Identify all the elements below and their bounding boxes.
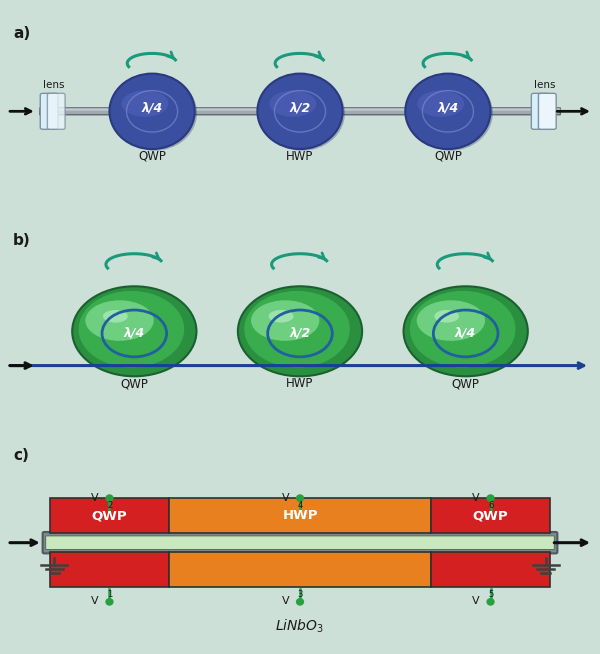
Ellipse shape <box>103 310 128 322</box>
Ellipse shape <box>487 598 494 606</box>
FancyBboxPatch shape <box>40 108 560 111</box>
Ellipse shape <box>79 291 184 368</box>
Ellipse shape <box>269 90 316 117</box>
Ellipse shape <box>269 310 293 322</box>
Text: V: V <box>472 492 480 503</box>
Text: HWP: HWP <box>282 509 318 522</box>
Ellipse shape <box>106 494 113 502</box>
Text: lens: lens <box>533 80 555 90</box>
Text: V: V <box>282 596 289 606</box>
Ellipse shape <box>112 75 197 150</box>
Ellipse shape <box>109 74 194 149</box>
Ellipse shape <box>122 90 169 117</box>
Ellipse shape <box>245 296 362 372</box>
Text: 4: 4 <box>298 501 303 509</box>
FancyBboxPatch shape <box>538 94 556 129</box>
Ellipse shape <box>238 286 362 376</box>
Ellipse shape <box>434 310 459 322</box>
FancyBboxPatch shape <box>46 536 554 549</box>
Text: b): b) <box>13 233 31 248</box>
Text: QWP: QWP <box>452 377 479 390</box>
Text: HWP: HWP <box>286 150 314 163</box>
Ellipse shape <box>487 494 494 502</box>
FancyBboxPatch shape <box>50 552 169 587</box>
Text: 3: 3 <box>298 591 303 599</box>
Ellipse shape <box>72 286 196 376</box>
Ellipse shape <box>418 90 464 117</box>
Text: lens: lens <box>43 80 64 90</box>
FancyBboxPatch shape <box>40 94 58 129</box>
FancyBboxPatch shape <box>532 94 549 129</box>
FancyBboxPatch shape <box>40 108 560 114</box>
Text: λ/2: λ/2 <box>289 327 311 340</box>
Ellipse shape <box>417 300 485 341</box>
FancyBboxPatch shape <box>431 552 550 587</box>
Text: QWP: QWP <box>473 509 508 522</box>
FancyBboxPatch shape <box>47 94 65 129</box>
Text: λ/4: λ/4 <box>455 327 476 340</box>
Text: 6: 6 <box>488 501 494 509</box>
FancyBboxPatch shape <box>169 498 431 533</box>
Ellipse shape <box>407 75 493 150</box>
Text: λ/2: λ/2 <box>289 101 311 114</box>
Text: QWP: QWP <box>92 509 127 522</box>
FancyBboxPatch shape <box>169 552 431 587</box>
Ellipse shape <box>260 75 345 150</box>
Text: HWP: HWP <box>286 377 314 390</box>
Ellipse shape <box>79 296 197 372</box>
Text: λ/4: λ/4 <box>142 101 163 114</box>
Text: λ/4: λ/4 <box>437 101 458 114</box>
Ellipse shape <box>410 291 515 368</box>
Text: 1: 1 <box>107 591 112 599</box>
Ellipse shape <box>85 300 154 341</box>
Text: V: V <box>282 492 289 503</box>
Ellipse shape <box>404 286 528 376</box>
Ellipse shape <box>244 291 350 368</box>
Text: QWP: QWP <box>434 150 462 163</box>
Text: λ/4: λ/4 <box>124 327 145 340</box>
Ellipse shape <box>296 598 304 606</box>
Text: V: V <box>472 596 480 606</box>
Text: QWP: QWP <box>138 150 166 163</box>
FancyBboxPatch shape <box>43 532 557 553</box>
Ellipse shape <box>296 494 304 502</box>
Text: V: V <box>91 492 99 503</box>
Ellipse shape <box>251 300 319 341</box>
Text: V: V <box>91 596 99 606</box>
Ellipse shape <box>406 74 491 149</box>
FancyBboxPatch shape <box>50 498 169 533</box>
Text: a): a) <box>13 26 30 41</box>
Ellipse shape <box>410 296 528 372</box>
Ellipse shape <box>106 598 113 606</box>
Text: QWP: QWP <box>121 377 148 390</box>
Text: LiNbO$_3$: LiNbO$_3$ <box>275 617 325 635</box>
Text: 2: 2 <box>107 501 112 509</box>
FancyBboxPatch shape <box>431 498 550 533</box>
Ellipse shape <box>257 74 343 149</box>
Text: 5: 5 <box>488 591 493 599</box>
Text: c): c) <box>13 449 29 464</box>
